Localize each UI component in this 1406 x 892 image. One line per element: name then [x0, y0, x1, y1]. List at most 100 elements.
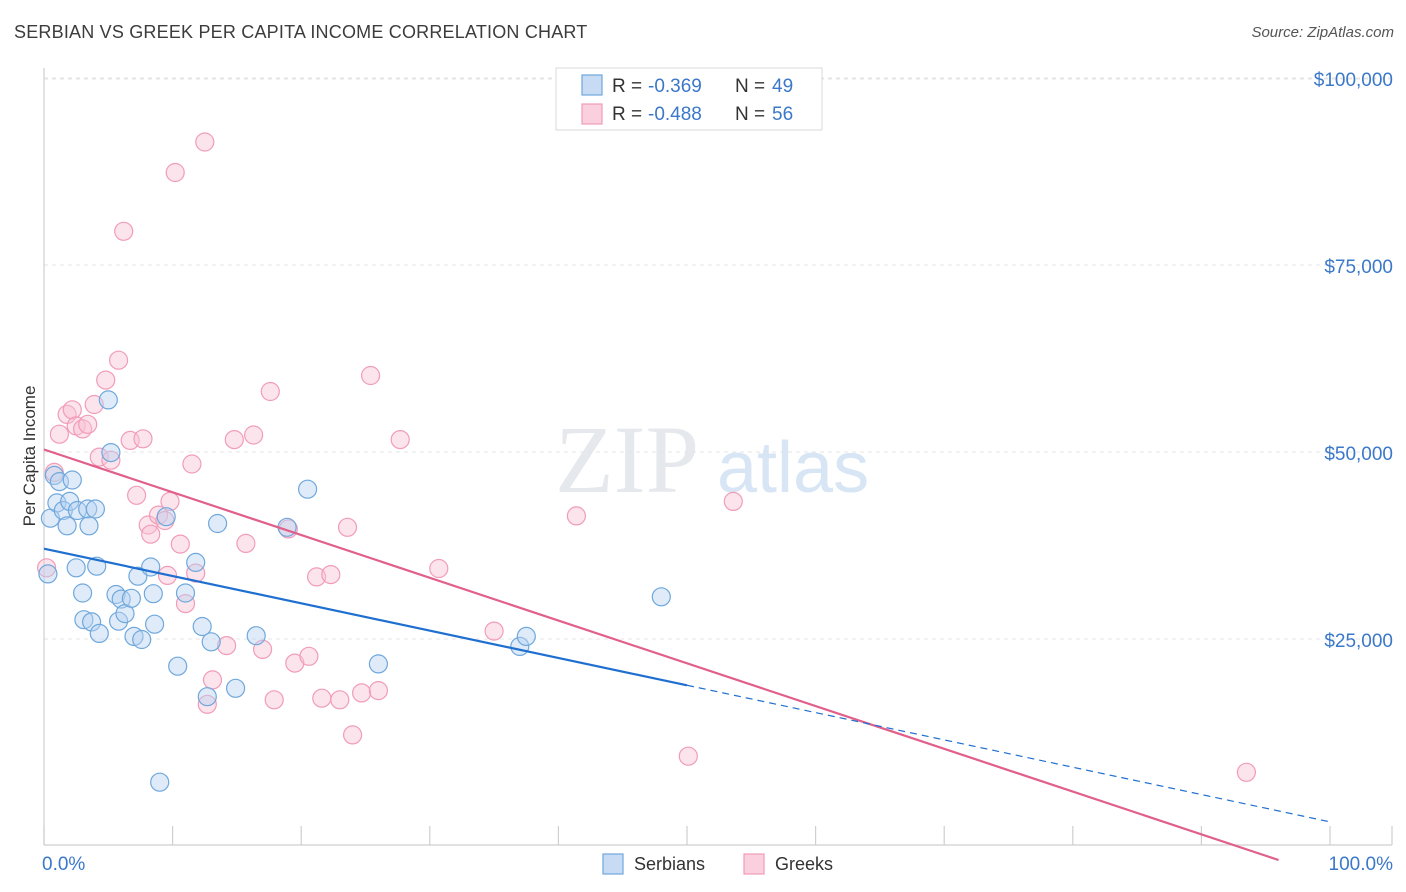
serbians-point-32 [156, 507, 176, 527]
serbians-point-8 [66, 558, 86, 578]
legend-n-value-serbians: 49 [772, 76, 793, 97]
serbians-point-35 [186, 552, 206, 573]
greeks-point-33 [236, 533, 256, 554]
greeks-point-37 [264, 690, 284, 710]
watermark: ZIP atlas [555, 406, 869, 513]
serbians-point-21 [108, 611, 129, 631]
x-tick-label-max: 100.0% [1329, 854, 1394, 875]
serbians-point-46 [516, 626, 536, 647]
greeks-point-31 [217, 635, 237, 656]
greeks-point-10 [96, 370, 116, 390]
greeks-point-55 [723, 491, 743, 511]
legend-top: R = -0.369 N = 49 R = -0.488 N = 56 [555, 67, 823, 131]
greeks-point-12 [108, 350, 129, 370]
greeks-point-36 [260, 381, 280, 402]
legend-r-value-greeks: -0.488 [648, 104, 702, 125]
legend-n-label-serbians: N = [735, 76, 765, 97]
serbians-point-19 [101, 443, 121, 463]
y-tick-label-0: $25,000 [1324, 631, 1393, 652]
serbians-point-48 [38, 564, 58, 584]
greeks-point-8 [84, 394, 104, 415]
legend-r-value-serbians: -0.369 [648, 76, 702, 97]
greeks-point-26 [182, 454, 202, 474]
serbians-point-1 [44, 465, 64, 485]
chart-title: SERBIAN VS GREEK PER CAPITA INCOME CORRE… [14, 22, 588, 42]
greeks-point-25 [175, 593, 196, 614]
serbians-point-27 [132, 629, 152, 650]
serbians-point-40 [226, 678, 246, 698]
greeks-point-27 [186, 563, 206, 583]
legend-bottom-swatch-greeks [743, 853, 765, 875]
serbians-point-43 [298, 479, 318, 499]
greeks-point-9 [89, 447, 109, 467]
greeks-point-41 [307, 567, 327, 587]
serbians-point-47 [651, 587, 671, 607]
greeks-point-19 [148, 505, 169, 525]
grid-lines [44, 77, 1392, 640]
serbians-point-36 [192, 616, 212, 637]
legend-r-label-serbians: R = [612, 76, 642, 97]
greeks-point-11 [101, 450, 121, 470]
legend-swatch-serbians [581, 74, 603, 96]
legend-n-value-greeks: 56 [772, 104, 793, 125]
greeks-point-16 [133, 429, 153, 449]
serbians-point-15 [85, 499, 106, 519]
serbians-point-34 [175, 583, 196, 603]
legend-r-label-greeks: R = [612, 104, 642, 125]
legend-bottom-label-serbians: Serbians [634, 854, 705, 874]
trend-line-greeks [43, 448, 1279, 862]
legend-bottom-label-greeks: Greeks [775, 854, 833, 874]
series-serbians-points [38, 390, 671, 792]
y-tick-label-1: $50,000 [1324, 444, 1393, 465]
serbians-point-29 [143, 584, 163, 604]
serbians-point-37 [197, 687, 217, 707]
greeks-point-45 [337, 517, 358, 537]
legend-n-label-greeks: N = [735, 104, 765, 125]
serbians-point-7 [62, 470, 82, 490]
greeks-point-29 [197, 694, 217, 714]
greeks-point-15 [127, 485, 147, 505]
greeks-point-44 [330, 690, 350, 710]
greeks-point-49 [368, 680, 388, 701]
greeks-point-0 [36, 558, 57, 578]
greeks-point-46 [343, 725, 363, 745]
watermark-atlas: atlas [717, 428, 869, 508]
serbians-point-12 [78, 499, 98, 519]
serbians-point-14 [81, 612, 102, 632]
serbians-point-5 [57, 516, 77, 536]
greeks-point-2 [49, 424, 70, 444]
y-tick-labels: $25,000 $50,000 $75,000 $100,000 [1314, 70, 1393, 652]
greeks-point-50 [390, 430, 410, 450]
greeks-point-40 [299, 646, 319, 666]
serbians-point-38 [201, 632, 221, 652]
serbians-point-44 [368, 654, 388, 674]
greeks-point-48 [361, 365, 381, 386]
greeks-point-52 [484, 621, 504, 641]
greeks-point-42 [312, 688, 332, 708]
watermark-zip: ZIP [555, 406, 699, 513]
serbians-point-33 [168, 656, 188, 676]
y-axis-label: Per Capita Income [20, 386, 39, 527]
greeks-point-18 [141, 524, 161, 544]
greeks-point-4 [62, 400, 82, 420]
serbians-point-39 [208, 513, 228, 534]
greeks-point-7 [78, 414, 98, 434]
legend-swatch-greeks [581, 103, 603, 125]
greeks-point-28 [195, 132, 215, 152]
greeks-point-24 [170, 534, 190, 554]
serbians-point-25 [124, 626, 144, 647]
y-tick-label-2: $75,000 [1324, 257, 1393, 278]
greeks-point-56 [1236, 762, 1257, 782]
serbians-point-11 [74, 610, 94, 630]
trend-line-serbians-extrapolated [686, 684, 1331, 823]
serbians-point-13 [79, 516, 99, 536]
serbians-point-41 [246, 626, 266, 646]
legend-bottom-swatch-serbians [602, 853, 624, 875]
serbians-point-22 [111, 589, 131, 609]
greeks-point-23 [165, 162, 185, 183]
source-note: Source: ZipAtlas.com [1251, 24, 1394, 41]
trend-lines [43, 448, 1331, 862]
greeks-point-30 [202, 670, 223, 690]
x-tick-label-min: 0.0% [42, 854, 85, 875]
